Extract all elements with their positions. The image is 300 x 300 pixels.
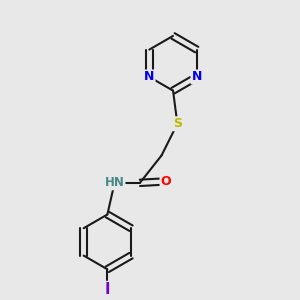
- Text: O: O: [160, 175, 171, 188]
- Text: HN: HN: [105, 176, 124, 189]
- Text: I: I: [105, 282, 110, 297]
- Text: N: N: [192, 70, 202, 83]
- Text: N: N: [144, 70, 154, 83]
- Text: S: S: [173, 117, 182, 130]
